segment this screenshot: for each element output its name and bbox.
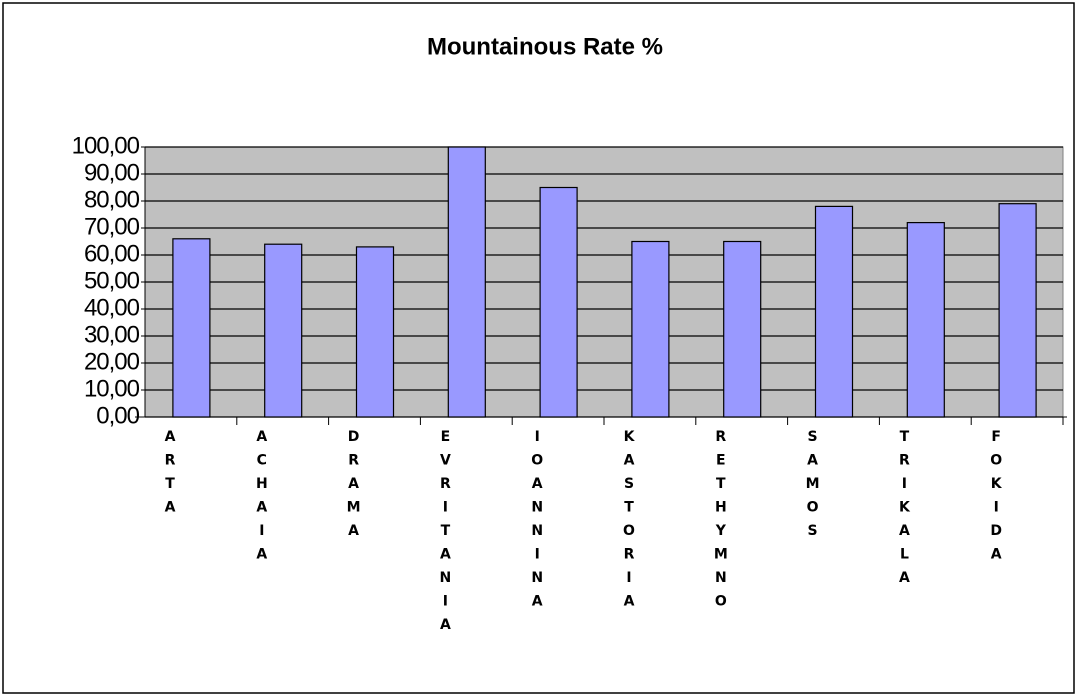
bar <box>814 205 854 418</box>
y-tick-label: 30,00 <box>84 321 140 348</box>
y-tick-label: 80,00 <box>84 186 140 213</box>
y-tick-label: 20,00 <box>84 348 140 375</box>
y-tick-label: 90,00 <box>84 159 140 186</box>
chart-title: Mountainous Rate % <box>427 33 663 60</box>
y-tick-label: 40,00 <box>84 294 140 321</box>
y-tick-label: 50,00 <box>84 267 140 294</box>
bar <box>998 203 1037 418</box>
y-tick-label: 0,00 <box>96 402 139 429</box>
y-tick-label: 10,00 <box>84 375 140 402</box>
bar <box>631 240 670 418</box>
bar <box>447 146 486 418</box>
bar <box>264 243 303 418</box>
y-tick-label: 100,00 <box>72 132 140 159</box>
bar <box>723 240 762 418</box>
y-tick-label: 60,00 <box>84 240 140 267</box>
bar <box>906 222 945 418</box>
bar <box>355 246 395 418</box>
bar <box>539 186 578 418</box>
bar <box>172 238 211 418</box>
y-tick-label: 70,00 <box>84 213 140 240</box>
